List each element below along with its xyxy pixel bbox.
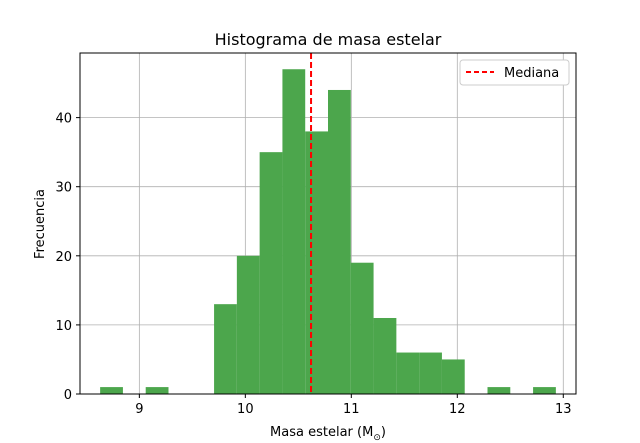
histogram-bar xyxy=(145,387,169,394)
histogram-bar xyxy=(487,387,511,394)
histogram-bar xyxy=(214,304,237,394)
x-axis-ticks: 9 10 11 12 13 xyxy=(135,394,572,417)
histogram-bar xyxy=(419,352,442,394)
histogram-bar xyxy=(259,152,283,394)
legend: Mediana xyxy=(459,59,570,86)
histogram-bar xyxy=(373,317,397,394)
y-tick-label: 20 xyxy=(55,250,72,265)
x-axis-label: Masa estelar (M⊙) xyxy=(270,425,386,443)
x-tick-label: 9 xyxy=(135,402,143,417)
x-tick-label: 13 xyxy=(555,402,572,417)
histogram-bar xyxy=(441,359,465,394)
y-axis-label: Frecuencia xyxy=(33,189,48,259)
chart-title: Histograma de masa estelar xyxy=(215,30,442,49)
y-tick-label: 30 xyxy=(55,181,72,196)
histogram-bar xyxy=(396,352,420,394)
histogram-bar xyxy=(305,131,328,394)
histogram-bar xyxy=(533,387,556,394)
plot-frame xyxy=(79,52,577,395)
histogram-bar xyxy=(100,387,123,394)
histogram-bar xyxy=(282,69,306,394)
legend-box xyxy=(459,59,570,86)
y-tick-label: 0 xyxy=(64,388,72,403)
legend-median-label: Mediana xyxy=(504,66,559,81)
histogram-bar xyxy=(236,255,260,394)
y-tick-label: 40 xyxy=(55,112,72,127)
histogram-bar xyxy=(328,89,351,394)
y-tick-label: 10 xyxy=(55,319,72,334)
x-tick-label: 10 xyxy=(237,402,254,417)
x-axis-label-subscript: ⊙ xyxy=(373,433,381,443)
x-tick-label: 11 xyxy=(343,402,360,417)
x-axis-label-close: ) xyxy=(381,425,386,440)
y-axis-ticks: 0 10 20 30 40 xyxy=(55,112,80,403)
histogram-bar xyxy=(350,262,374,394)
x-tick-label: 12 xyxy=(449,402,466,417)
